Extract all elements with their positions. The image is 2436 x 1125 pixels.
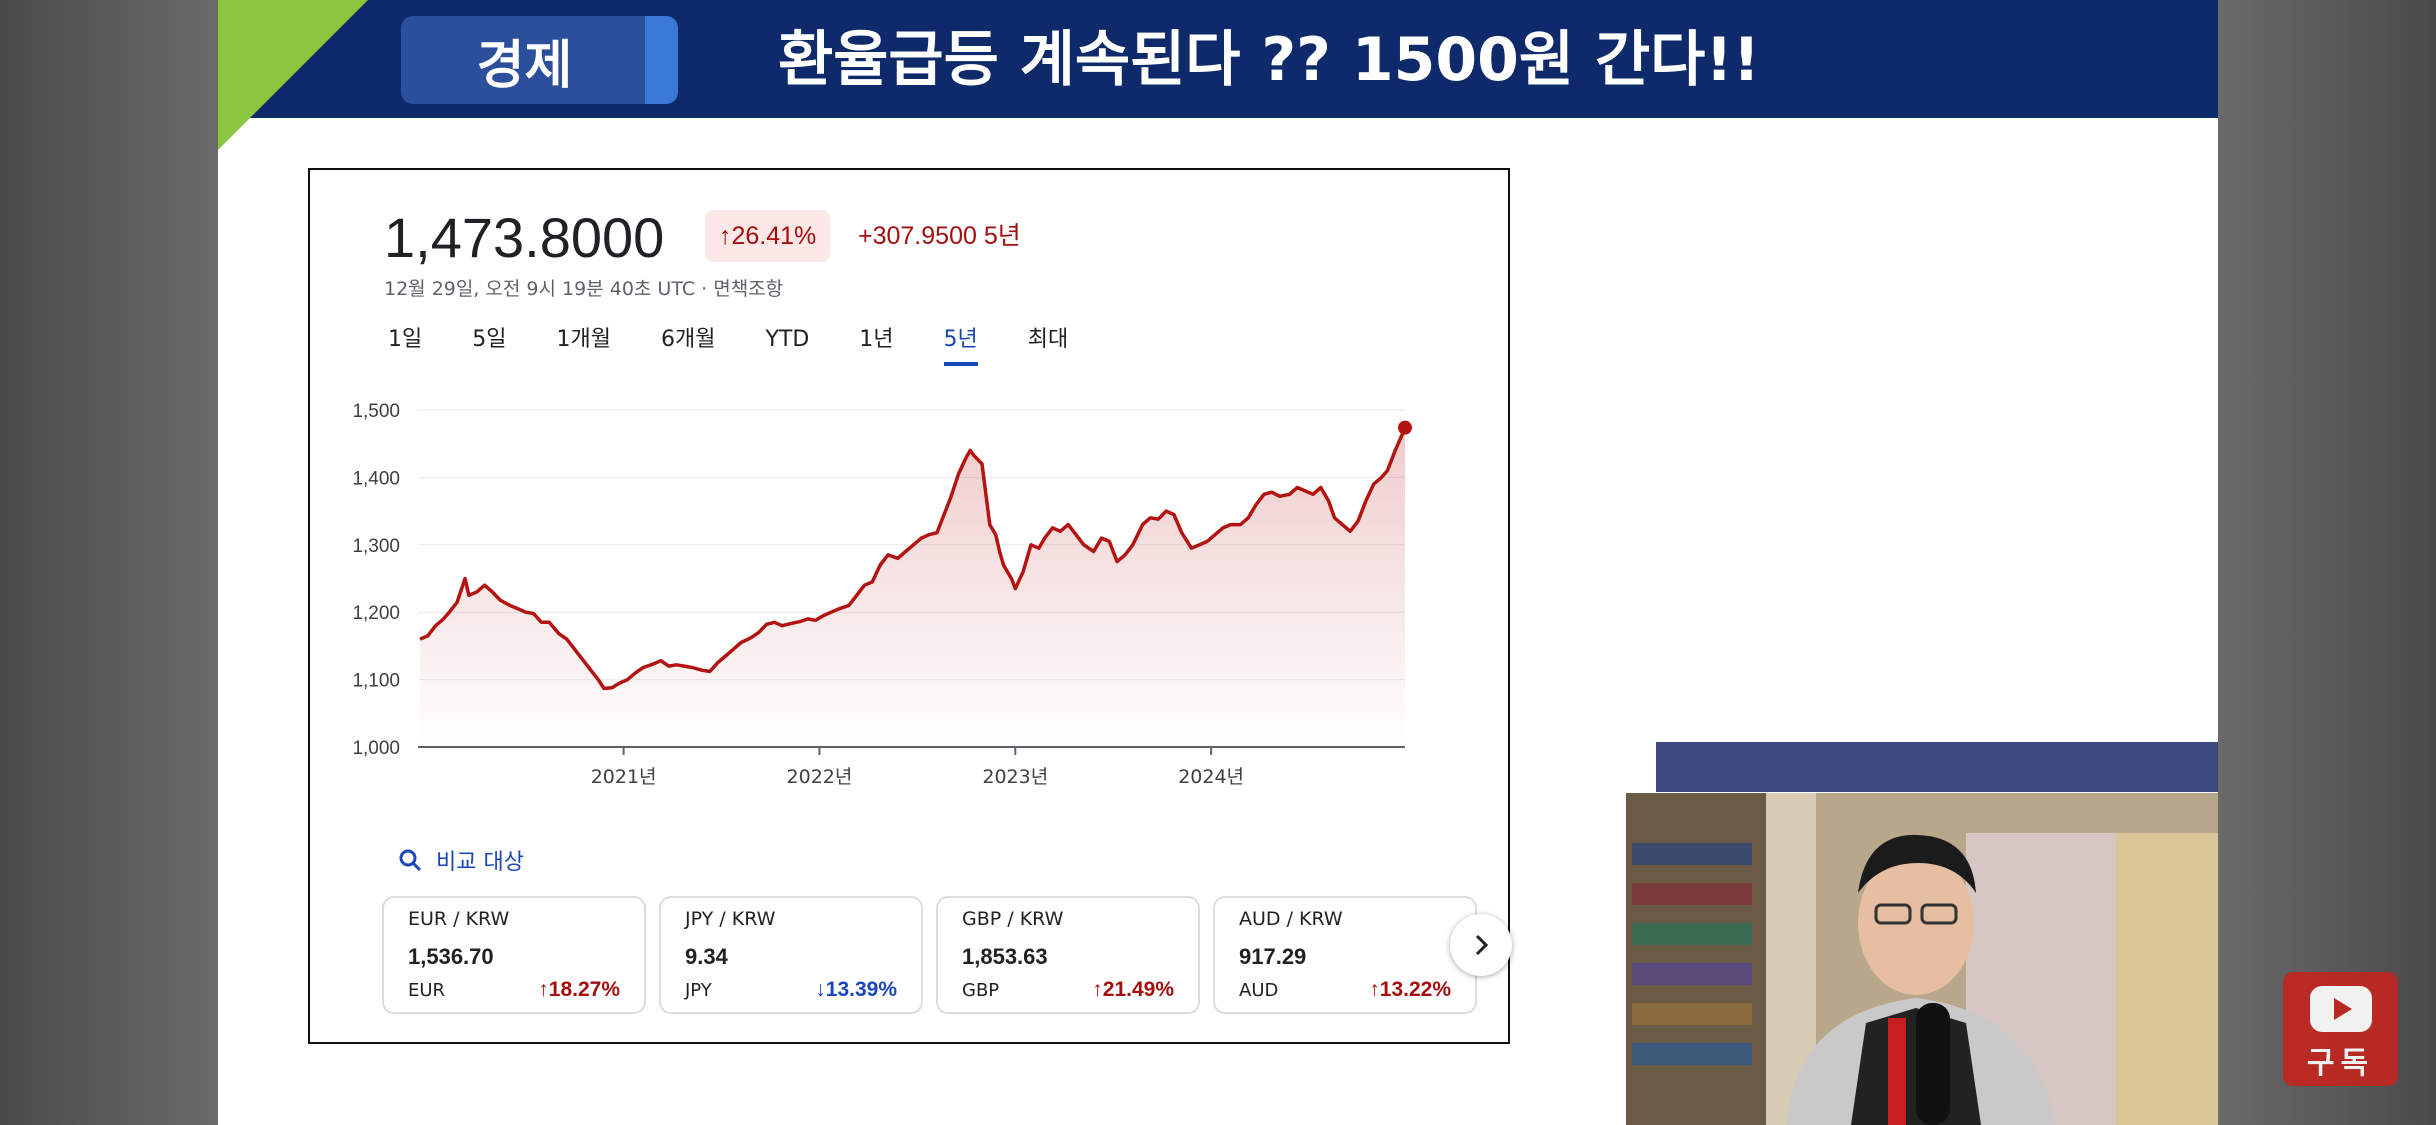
tab-1y[interactable]: 1년 bbox=[859, 327, 894, 352]
tab-5y[interactable]: 5년 bbox=[943, 320, 978, 366]
card-pair: AUD / KRW bbox=[1239, 908, 1343, 930]
card-change-value: 13.22% bbox=[1379, 978, 1451, 1001]
search-icon bbox=[399, 849, 422, 872]
subscribe-label: 구독 bbox=[2306, 1046, 2375, 1081]
subscribe-button[interactable]: 구독 bbox=[2283, 972, 2398, 1086]
arrow-up-icon: ↑ bbox=[538, 978, 549, 1001]
card-value: 9.34 bbox=[685, 944, 728, 969]
card-change: ↑18.27% bbox=[538, 978, 620, 1002]
next-cards-button[interactable] bbox=[1450, 914, 1512, 976]
absolute-change: +307.9500 5년 bbox=[858, 222, 1021, 250]
y-tick-label: 1,000 bbox=[352, 738, 400, 759]
card-pair: GBP / KRW bbox=[962, 908, 1064, 930]
card-pair: EUR / KRW bbox=[408, 908, 510, 930]
card-currency: JPY bbox=[685, 980, 712, 1001]
comparison-cards: EUR / KRW 1,536.70 EUR ↑18.27% JPY / KRW… bbox=[382, 896, 1490, 1014]
card-currency: EUR bbox=[408, 980, 446, 1001]
tab-1d[interactable]: 1일 bbox=[388, 327, 423, 352]
compare-label: 비교 대상 bbox=[436, 850, 524, 875]
card-change-value: 18.27% bbox=[548, 978, 620, 1001]
arrow-up-icon: ↑ bbox=[719, 222, 732, 250]
currency-card-aud[interactable]: AUD / KRW 917.29 AUD ↑13.22% bbox=[1213, 896, 1477, 1014]
tab-6m[interactable]: 6개월 bbox=[660, 327, 716, 352]
series-area bbox=[420, 427, 1405, 747]
currency-card-gbp[interactable]: GBP / KRW 1,853.63 GBP ↑21.49% bbox=[936, 896, 1200, 1014]
y-tick-label: 1,500 bbox=[352, 401, 400, 422]
latest-point-marker bbox=[1398, 420, 1412, 435]
green-corner-accent bbox=[218, 0, 368, 150]
card-currency: GBP bbox=[962, 980, 1000, 1001]
category-tag: 경제 bbox=[401, 16, 678, 104]
percent-change-badge: ↑26.41% bbox=[705, 210, 831, 262]
headline: 환율급등 계속된다 ?? 1500원 간다!! bbox=[778, 25, 1761, 95]
youtube-play-icon bbox=[2310, 986, 2372, 1032]
exchange-rate-panel: 1,473.8000 ↑26.41% +307.9500 5년 12월 29일,… bbox=[308, 168, 1512, 1044]
tab-5d[interactable]: 5일 bbox=[472, 327, 507, 352]
series-line bbox=[419, 427, 1407, 691]
card-value: 1,853.63 bbox=[962, 944, 1048, 969]
percent-change-value: 26.41% bbox=[731, 222, 817, 250]
right-background bbox=[2218, 0, 2436, 1125]
left-background bbox=[0, 0, 218, 1125]
x-tick-label: 2023년 bbox=[982, 766, 1048, 788]
card-change-value: 13.39% bbox=[825, 978, 897, 1001]
y-tick-label: 1,100 bbox=[352, 671, 400, 692]
range-tabs: 1일 5일 1개월 6개월 YTD 1년 5년 최대 bbox=[388, 320, 1118, 366]
card-change: ↑21.49% bbox=[1092, 978, 1174, 1002]
current-price: 1,473.8000 bbox=[384, 206, 665, 269]
x-tick-label: 2021년 bbox=[591, 766, 657, 788]
currency-card-eur[interactable]: EUR / KRW 1,536.70 EUR ↑18.27% bbox=[382, 896, 646, 1014]
x-tick-label: 2024년 bbox=[1178, 766, 1244, 788]
x-tick-label: 2022년 bbox=[787, 766, 853, 788]
y-tick-label: 1,400 bbox=[352, 468, 400, 489]
tab-ytd[interactable]: YTD bbox=[765, 327, 810, 352]
presenter-video-frame bbox=[1626, 793, 2218, 1125]
tab-max[interactable]: 최대 bbox=[1027, 327, 1069, 352]
chevron-right-icon bbox=[1475, 934, 1489, 956]
card-value: 917.29 bbox=[1239, 944, 1307, 969]
card-currency: AUD bbox=[1239, 980, 1279, 1001]
currency-card-jpy[interactable]: JPY / KRW 9.34 JPY ↓13.39% bbox=[659, 896, 923, 1014]
exchange-rate-chart[interactable]: 1,000 1,100 1,200 1,300 1,400 1,500 2021년 2022년… bbox=[350, 370, 1470, 810]
presenter-webcam bbox=[1626, 793, 2218, 1125]
card-value: 1,536.70 bbox=[408, 944, 494, 969]
card-change-value: 21.49% bbox=[1102, 978, 1174, 1001]
webcam-header-bar bbox=[1656, 742, 2218, 792]
arrow-up-icon: ↑ bbox=[1092, 978, 1103, 1001]
card-change: ↓13.39% bbox=[815, 978, 897, 1002]
y-tick-label: 1,200 bbox=[352, 603, 400, 624]
compare-button[interactable]: 비교 대상 bbox=[398, 844, 524, 876]
arrow-down-icon: ↓ bbox=[815, 978, 826, 1001]
tab-1m[interactable]: 1개월 bbox=[556, 327, 611, 352]
arrow-up-icon: ↑ bbox=[1369, 978, 1380, 1001]
quote-timestamp: 12월 29일, 오전 9시 19분 40초 UTC · 면책조항 bbox=[384, 278, 784, 300]
slide: 경제 환율급등 계속된다 ?? 1500원 간다!! 1,473.8000 ↑2… bbox=[218, 0, 2218, 1125]
card-pair: JPY / KRW bbox=[685, 908, 776, 930]
y-tick-label: 1,300 bbox=[352, 536, 400, 557]
card-change: ↑13.22% bbox=[1369, 978, 1451, 1002]
